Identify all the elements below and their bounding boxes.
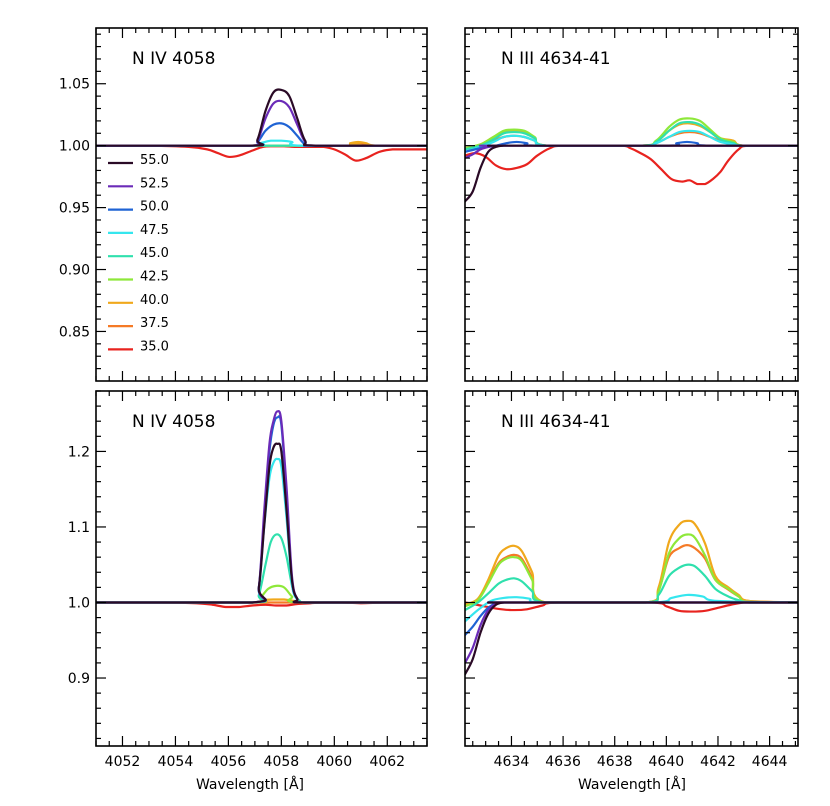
x-tick-label: 4060 [316, 754, 352, 770]
y-tick-label: 0.95 [59, 201, 90, 217]
legend-item: 35.0 [108, 339, 169, 354]
x-tick-label: 4638 [597, 754, 633, 770]
x-tick-label: 4054 [158, 754, 194, 770]
panel-3: 4052 4054 4056 4058 4060 4062 0.9 1.0 1.1 1.2 N IV… [68, 390, 428, 770]
series-line-45.0 [465, 120, 798, 151]
legend-item: 42.5 [108, 270, 169, 285]
x-axis-title-left: Wavelength [Å] [196, 776, 304, 793]
panel-frame [464, 27, 799, 382]
legend-item: 47.5 [108, 223, 169, 238]
x-tick-label: 4642 [700, 754, 736, 770]
legend-label: 42.5 [140, 270, 169, 285]
series-line-42.5 [465, 533, 798, 608]
panel-frame [95, 27, 428, 382]
x-tick-label: 4634 [494, 754, 530, 770]
series-line-35.0 [465, 601, 798, 613]
y-tick-label: 1.1 [68, 520, 90, 536]
y-tick-label: 1.0 [68, 595, 90, 611]
y-tick-label: 1.05 [59, 77, 90, 93]
series-line-47.5 [465, 129, 798, 153]
series-line-50.0 [465, 601, 798, 637]
panel-1: 0.85 0.90 0.95 1.00 1.05 N IV 4058 [59, 27, 428, 382]
y-tick-label: 1.2 [68, 444, 90, 460]
y-tick-label: 1.00 [59, 139, 90, 155]
x-tick-label: 4052 [105, 754, 141, 770]
panel-4: 4634 4636 4638 4640 4642 4644 N III 4634-41 [464, 390, 799, 770]
series-line-35.0 [465, 144, 798, 186]
y-tick-label: 0.85 [59, 324, 90, 340]
panel-title: N III 4634-41 [501, 412, 611, 432]
x-tick-label: 4644 [752, 754, 788, 770]
series-group [96, 88, 427, 162]
series-line-52.5 [465, 601, 798, 665]
series-line-55.0 [96, 442, 427, 604]
panel-frame [95, 390, 428, 747]
series-line-37.5 [465, 543, 798, 606]
legend-label: 47.5 [140, 223, 169, 238]
series-group [465, 117, 798, 203]
panel-frame [464, 390, 799, 747]
panel-2: N III 4634-41 [464, 27, 799, 382]
legend-label: 55.0 [140, 153, 169, 168]
y-tick-label: 0.9 [68, 671, 90, 687]
series-line-45.0 [465, 563, 798, 612]
legend-item: 45.0 [108, 246, 169, 261]
x-tick-label: 4058 [264, 754, 300, 770]
series-group [96, 409, 427, 609]
series-line-42.5 [465, 117, 798, 150]
legend-item: 55.0 [108, 153, 169, 168]
panel-title: N III 4634-41 [501, 49, 611, 69]
series-line-55.0 [96, 88, 427, 147]
legend-label: 45.0 [140, 246, 169, 261]
legend-item: 52.5 [108, 176, 169, 191]
panels-group: 0.85 0.90 0.95 1.00 1.05 N IV 4058 N III 4634-… [59, 27, 799, 770]
legend-label: 50.0 [140, 200, 169, 215]
series-group [465, 519, 798, 676]
x-tick-label: 4640 [649, 754, 685, 770]
legend-item: 40.0 [108, 293, 169, 308]
series-line-55.0 [465, 144, 798, 203]
series-line-55.0 [465, 601, 798, 676]
x-tick-label: 4062 [369, 754, 405, 770]
series-line-47.5 [465, 593, 798, 623]
series-line-50.0 [465, 140, 798, 153]
legend: 55.0 52.5 50.0 47.5 45.0 42.5 40.0 37.5 35.0 [108, 153, 169, 354]
legend-item: 37.5 [108, 316, 169, 331]
x-axis-title-right: Wavelength [Å] [578, 776, 686, 793]
y-tick-label: 0.90 [59, 263, 90, 279]
x-tick-label: 4056 [211, 754, 247, 770]
series-line-40.0 [465, 519, 798, 606]
legend-label: 37.5 [140, 316, 169, 331]
legend-label: 40.0 [140, 293, 169, 308]
panel-title: N IV 4058 [132, 412, 215, 432]
panel-title: N IV 4058 [132, 49, 215, 69]
x-tick-label: 4636 [545, 754, 581, 770]
legend-item: 50.0 [108, 200, 169, 215]
legend-label: 35.0 [140, 339, 169, 354]
legend-label: 52.5 [140, 176, 169, 191]
